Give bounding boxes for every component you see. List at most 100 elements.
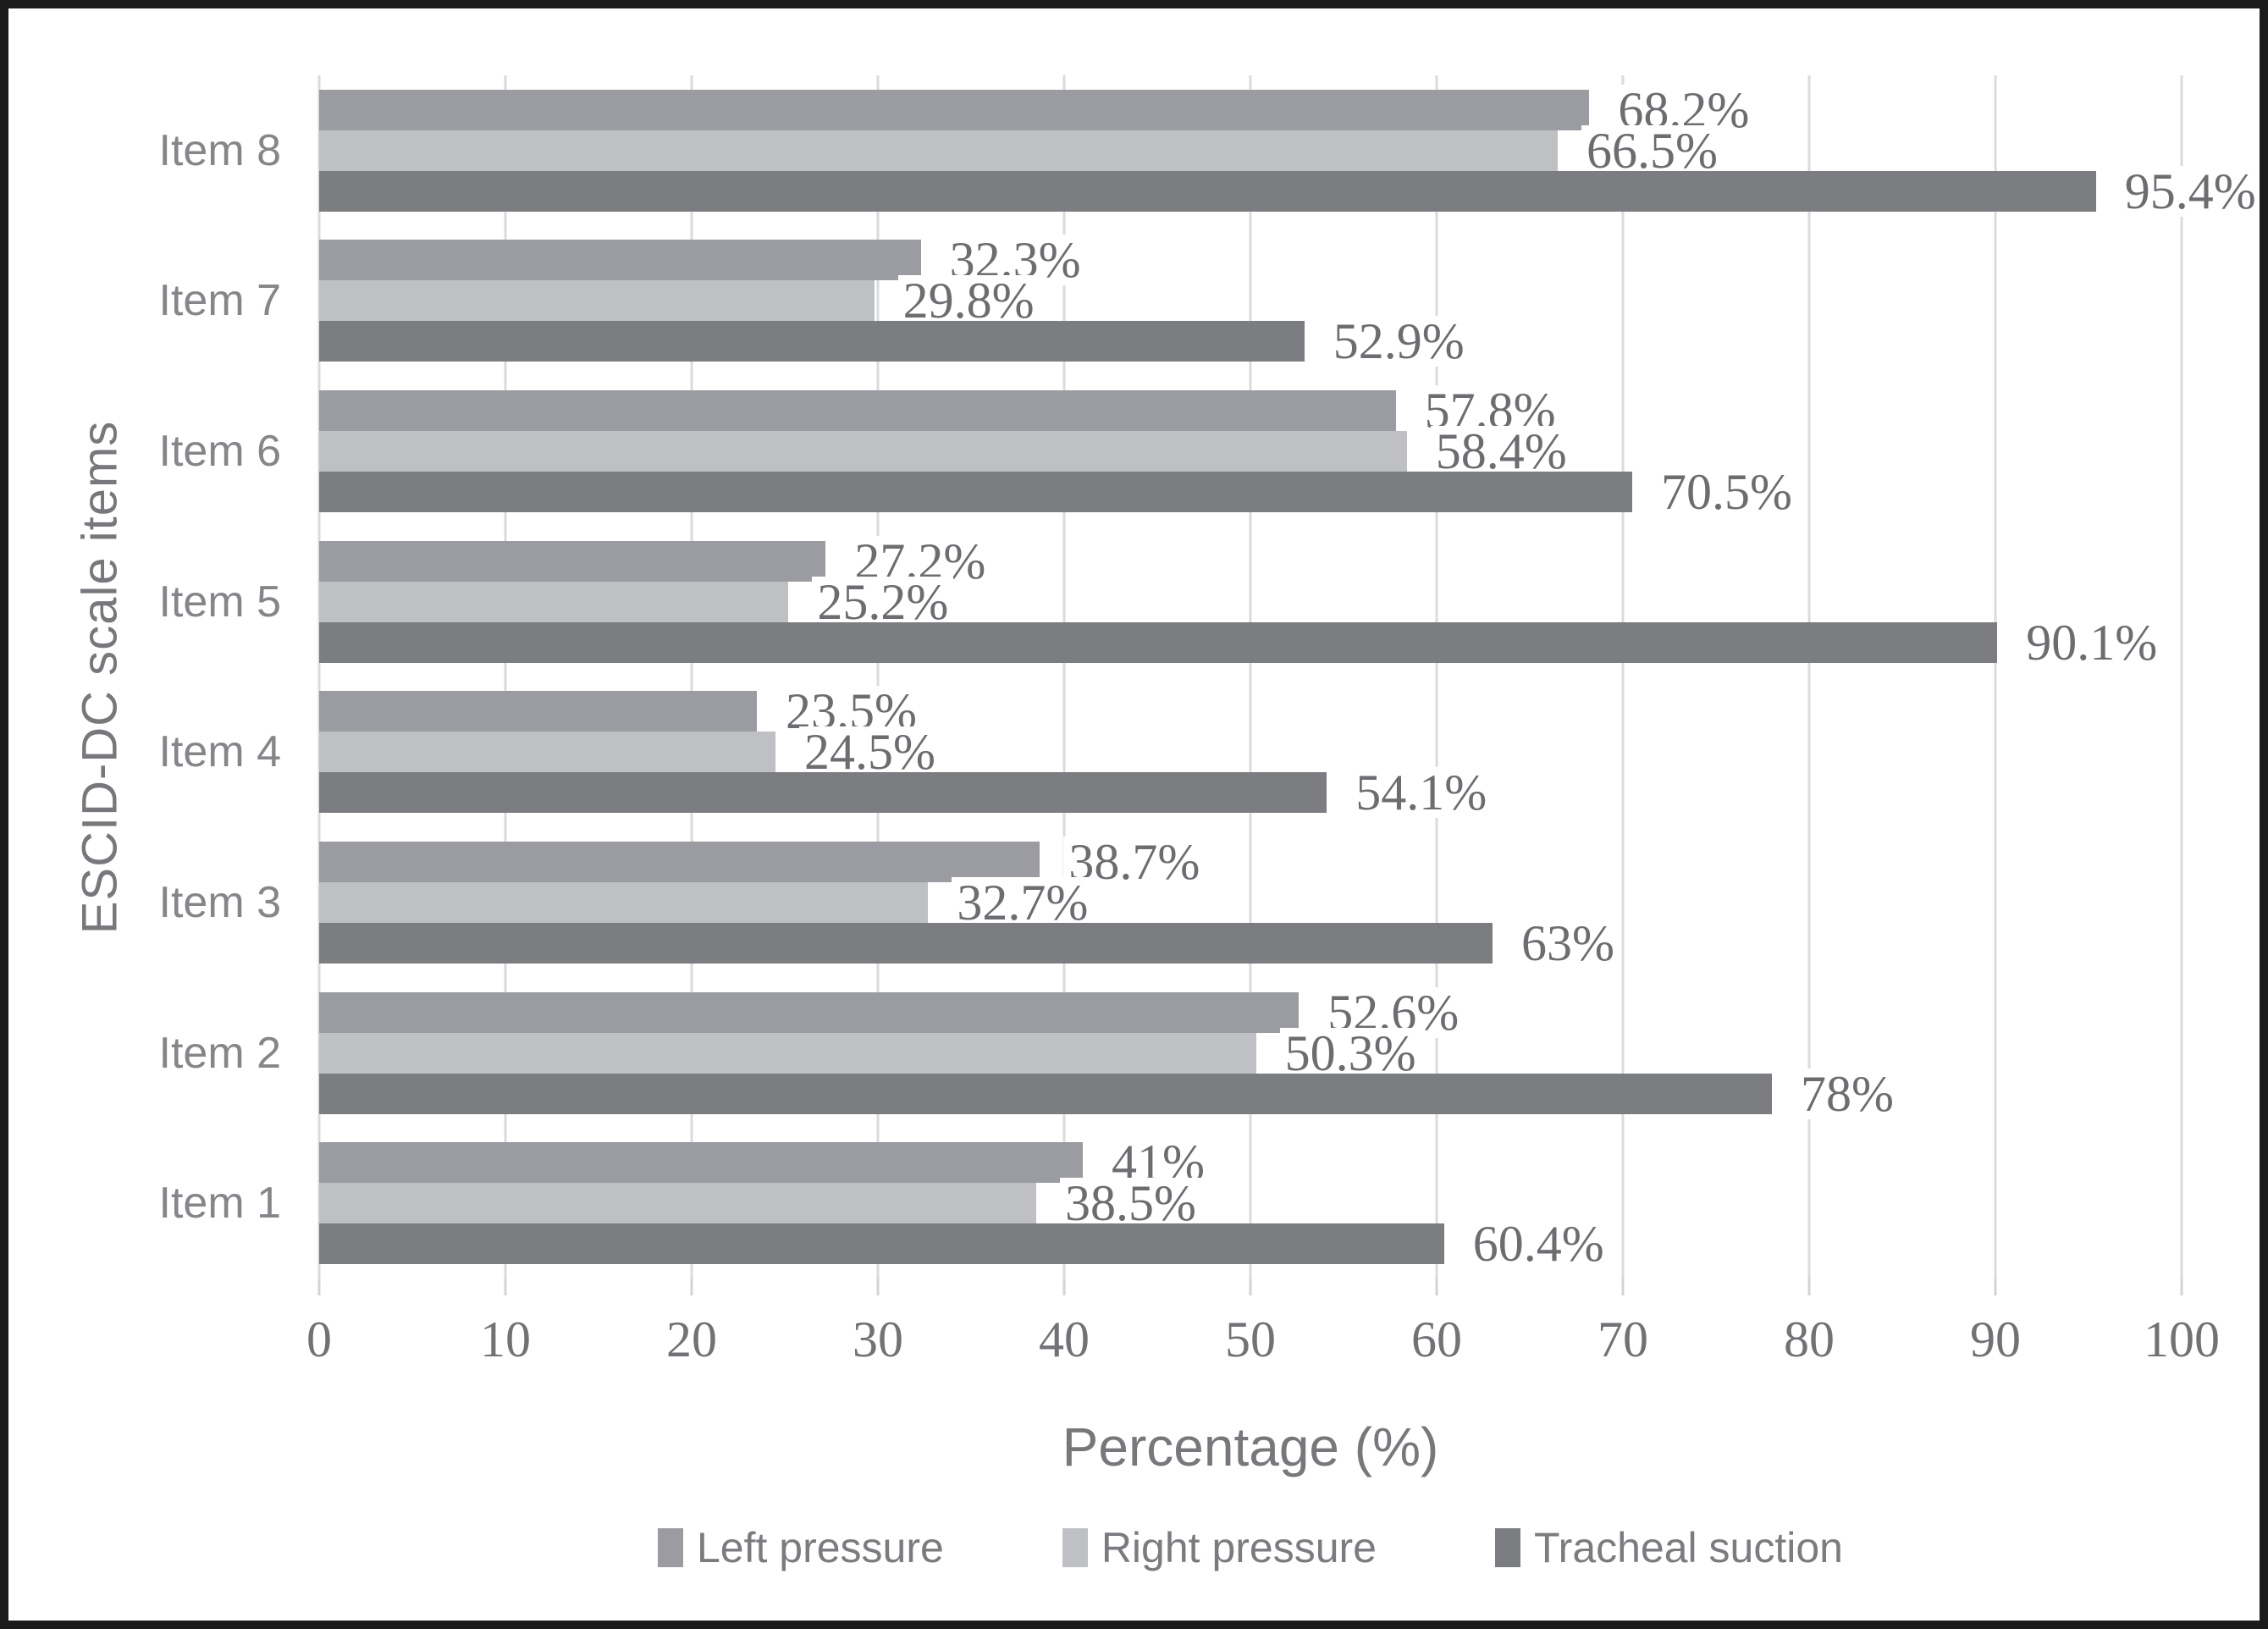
bar-row: 24.5% [319,726,2182,778]
tick-mark-100 [2180,1278,2183,1295]
bar-tracheal-suction [319,321,1305,362]
bar-row: 78% [319,1068,2182,1119]
x-tick-label-90: 90 [1970,1311,2021,1367]
data-label: 29.8% [897,275,1040,327]
legend-item-left-pressure: Left pressure [658,1523,944,1572]
legend-marker-icon [1062,1528,1088,1567]
data-label: 70.5% [1656,467,1797,518]
bar-left-pressure [319,1142,1083,1184]
bar-row: 58.4% [319,426,2182,478]
bar-right-pressure [319,130,1558,171]
tick-mark-0 [317,1278,321,1295]
x-axis-title: Percentage (%) [1062,1416,1439,1477]
bar-row: 41% [319,1137,2182,1189]
bar-row: 70.5% [319,467,2182,518]
bar-left-pressure [319,991,1300,1033]
bar-left-pressure [319,240,921,281]
x-tick-label-20: 20 [666,1311,717,1367]
tick-mark-30 [876,1278,880,1295]
bar-row: 27.2% [319,535,2182,587]
legend-label: Right pressure [1101,1524,1377,1571]
bar-left-pressure [319,841,1040,882]
bar-row: 60.4% [319,1218,2182,1270]
data-label: 52.9% [1327,316,1470,367]
data-label: 24.5% [799,726,941,778]
bar-row: 57.8% [319,385,2182,437]
data-label: 54.1% [1350,767,1493,819]
bar-group-item-7: 32.3% 29.8% 52.9% [319,226,2182,377]
bar-tracheal-suction [319,1223,1444,1265]
data-label: 66.5% [1581,124,1723,176]
legend-item-right-pressure: Right pressure [1062,1523,1377,1572]
data-label: 32.7% [952,876,1094,928]
category-label: Item 6 [158,427,282,477]
x-tick-label-80: 80 [1784,1311,1835,1367]
gridline-0 [317,75,321,1278]
bar-right-pressure [319,881,929,923]
bar-left-pressure [319,540,826,582]
bar-group-item-5: 27.2% 25.2% 90.1% [319,527,2182,677]
gridline-50 [1249,75,1252,1278]
bar-left-pressure [319,691,757,732]
data-label: 38.5% [1060,1178,1201,1229]
data-label: 78% [1795,1068,1899,1119]
gridline-10 [504,75,507,1278]
legend: Left pressure Right pressure Tracheal suct… [319,1514,2182,1582]
bar-group-item-2: 52.6% 50.3% 78% [319,978,2182,1129]
bar-row: 25.2% [319,576,2182,627]
bar-row: 50.3% [319,1027,2182,1079]
bar-right-pressure [319,431,1407,472]
gridline-40 [1062,75,1066,1278]
bar-row: 95.4% [319,165,2260,217]
bar-right-pressure [319,581,789,622]
x-tick-label-10: 10 [480,1311,531,1367]
bar-group-item-6: 57.8% 58.4% 70.5% [319,376,2182,527]
bar-row: 90.1% [319,616,2182,668]
bar-row: 32.3% [319,235,2182,286]
bar-row: 32.7% [319,876,2182,928]
legend-marker-icon [658,1528,683,1567]
gridline-80 [1807,75,1811,1278]
tick-mark-10 [504,1278,507,1295]
bar-group-item-8: 68.2% 66.5% 95.4% [319,75,2260,226]
bar-tracheal-suction [319,922,1493,964]
category-label: Item 1 [158,1179,282,1229]
tick-mark-50 [1249,1278,1252,1295]
gridline-30 [876,75,880,1278]
data-label: 25.2% [812,576,954,627]
category-label: Item 5 [158,577,282,627]
bar-right-pressure [319,1183,1036,1224]
data-label: 95.4% [2119,165,2260,217]
tick-mark-70 [1621,1278,1625,1295]
bar-left-pressure [319,89,1590,130]
x-axis-tick-labels: 0 10 20 30 40 50 60 70 80 90 100 [306,1311,2220,1378]
bar-row: 52.9% [319,316,2182,367]
gridline-60 [1435,75,1438,1278]
gridline-20 [690,75,693,1278]
bar-row: 66.5% [319,124,2182,176]
data-label: 50.3% [1279,1027,1421,1079]
data-label: 60.4% [1467,1218,1609,1270]
x-tick-label-60: 60 [1411,1311,1462,1367]
bar-row: 54.1% [319,767,2182,819]
bar-right-pressure [319,732,775,773]
bar-tracheal-suction [319,170,2096,212]
x-tick-label-0: 0 [306,1311,332,1367]
data-label: 90.1% [2021,616,2163,668]
bar-row: 52.6% [319,986,2182,1038]
x-tick-label-30: 30 [853,1311,903,1367]
bar-tracheal-suction [319,1073,1772,1114]
legend-item-tracheal-suction: Tracheal suction [1494,1523,1843,1572]
bar-group-item-3: 38.7% 32.7% 63% [319,827,2182,978]
tick-mark-60 [1435,1278,1438,1295]
bar-row: 38.7% [319,836,2182,887]
bar-right-pressure [319,1032,1256,1074]
tick-mark-20 [690,1278,693,1295]
bar-group-item-4: 23.5% 24.5% 54.1% [319,677,2182,828]
bar-row: 23.5% [319,686,2182,737]
x-tick-label-40: 40 [1039,1311,1090,1367]
category-label: Item 7 [158,276,282,326]
tick-mark-40 [1062,1278,1066,1295]
bar-tracheal-suction [319,621,1998,663]
